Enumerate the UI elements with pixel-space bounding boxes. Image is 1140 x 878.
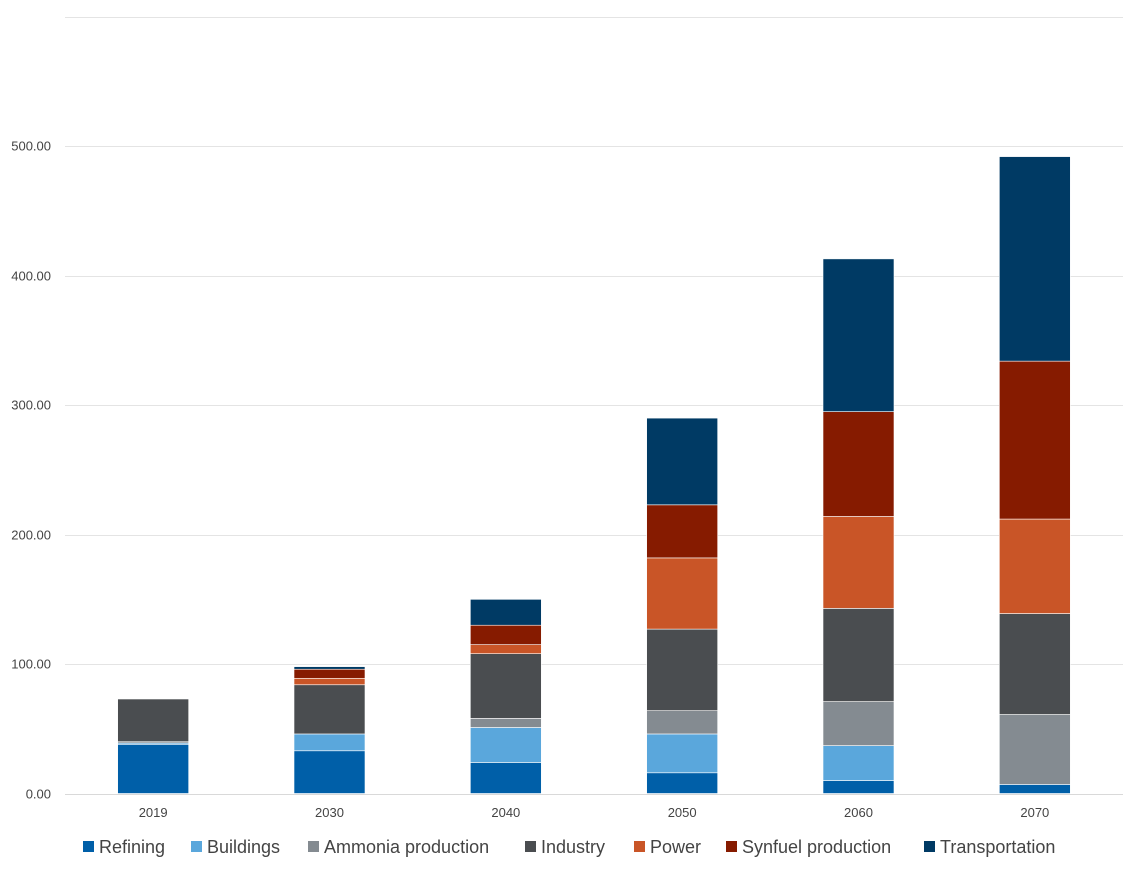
legend-swatch xyxy=(191,841,202,852)
legend-label: Industry xyxy=(541,837,605,857)
bar-segment-ammonia-production-2040 xyxy=(470,718,542,728)
bar-segment-refining-2070 xyxy=(999,784,1071,794)
bar-segment-ammonia-production-2050 xyxy=(646,710,718,735)
legend: Refining Buildings Ammonia production Indus… xyxy=(83,837,1055,857)
legend-label: Transportation xyxy=(940,837,1055,857)
bar-segment-buildings-2050 xyxy=(646,733,718,774)
x-tick-label: 2060 xyxy=(844,805,873,820)
bar-segment-industry-2040 xyxy=(470,653,542,719)
legend-item-refining: Refining xyxy=(83,837,165,857)
bar-segment-ammonia-production-2060 xyxy=(822,701,895,746)
legend-item-synfuel-production: Synfuel production xyxy=(726,837,891,857)
x-tick-label: 2050 xyxy=(668,805,697,820)
legend-swatch xyxy=(924,841,935,852)
bar-segment-power-2050 xyxy=(646,557,718,630)
bar-segment-buildings-2040 xyxy=(470,727,542,763)
legend-item-industry: Industry xyxy=(525,837,605,857)
legend-label: Synfuel production xyxy=(742,837,891,857)
bar-segment-transportation-2050 xyxy=(646,417,718,506)
bar-segment-buildings-2030 xyxy=(293,733,366,752)
bar-segment-transportation-2030 xyxy=(293,666,366,670)
bar-segment-transportation-2060 xyxy=(822,258,895,412)
bar-segment-transportation-2070 xyxy=(999,156,1071,362)
x-tick-label: 2030 xyxy=(315,805,344,820)
bar-segment-refining-2050 xyxy=(646,772,718,794)
legend-item-buildings: Buildings xyxy=(191,837,280,857)
legend-swatch xyxy=(634,841,645,852)
bar-segment-refining-2060 xyxy=(822,780,895,794)
x-tick-label: 2070 xyxy=(1020,805,1049,820)
y-tick-label: 500.00 xyxy=(11,139,51,154)
bar-segment-synfuel-production-2050 xyxy=(646,504,718,559)
bar-segment-power-2060 xyxy=(822,516,895,609)
legend-swatch xyxy=(726,841,737,852)
bar-segment-buildings-2060 xyxy=(822,745,895,781)
x-tick-label: 2040 xyxy=(491,805,520,820)
bar-segment-synfuel-production-2030 xyxy=(293,668,366,679)
bar-segment-industry-2070 xyxy=(999,613,1071,715)
y-tick-label: 0.00 xyxy=(26,787,51,802)
bar-segment-power-2030 xyxy=(293,677,366,686)
bar-segment-synfuel-production-2060 xyxy=(822,411,895,517)
legend-label: Buildings xyxy=(207,837,280,857)
bar-segment-power-2040 xyxy=(470,644,542,654)
bar-segment-synfuel-production-2070 xyxy=(999,360,1071,520)
bars xyxy=(117,156,1071,794)
y-tick-label: 300.00 xyxy=(11,398,51,413)
gridlines xyxy=(65,17,1123,795)
y-axis-tick-labels: 0.00 100.00 200.00 300.00 400.00 500.00 xyxy=(11,139,51,802)
x-tick-label: 2019 xyxy=(139,805,168,820)
legend-item-transportation: Transportation xyxy=(924,837,1055,857)
y-tick-label: 200.00 xyxy=(11,528,51,543)
legend-label: Refining xyxy=(99,837,165,857)
legend-label: Ammonia production xyxy=(324,837,489,857)
bar-segment-ammonia-production-2070 xyxy=(999,714,1071,785)
x-axis-tick-labels: 2019 2030 2040 2050 2060 2070 xyxy=(139,805,1050,820)
legend-item-ammonia-production: Ammonia production xyxy=(308,837,489,857)
bar-segment-power-2070 xyxy=(999,518,1071,614)
legend-label: Power xyxy=(650,837,701,857)
legend-swatch xyxy=(83,841,94,852)
legend-item-power: Power xyxy=(634,837,701,857)
bar-segment-industry-2030 xyxy=(293,684,366,735)
bar-segment-industry-2050 xyxy=(646,628,718,711)
y-tick-label: 400.00 xyxy=(11,269,51,284)
legend-swatch xyxy=(308,841,319,852)
y-tick-label: 100.00 xyxy=(11,657,51,672)
bar-segment-refining-2040 xyxy=(470,762,542,794)
bar-segment-refining-2030 xyxy=(293,750,366,794)
legend-swatch xyxy=(525,841,536,852)
bar-segment-refining-2019 xyxy=(117,744,189,794)
bar-segment-industry-2060 xyxy=(822,608,895,702)
bar-segment-transportation-2040 xyxy=(470,599,542,626)
bar-segment-industry-2019 xyxy=(117,698,189,743)
bar-segment-synfuel-production-2040 xyxy=(470,624,542,645)
